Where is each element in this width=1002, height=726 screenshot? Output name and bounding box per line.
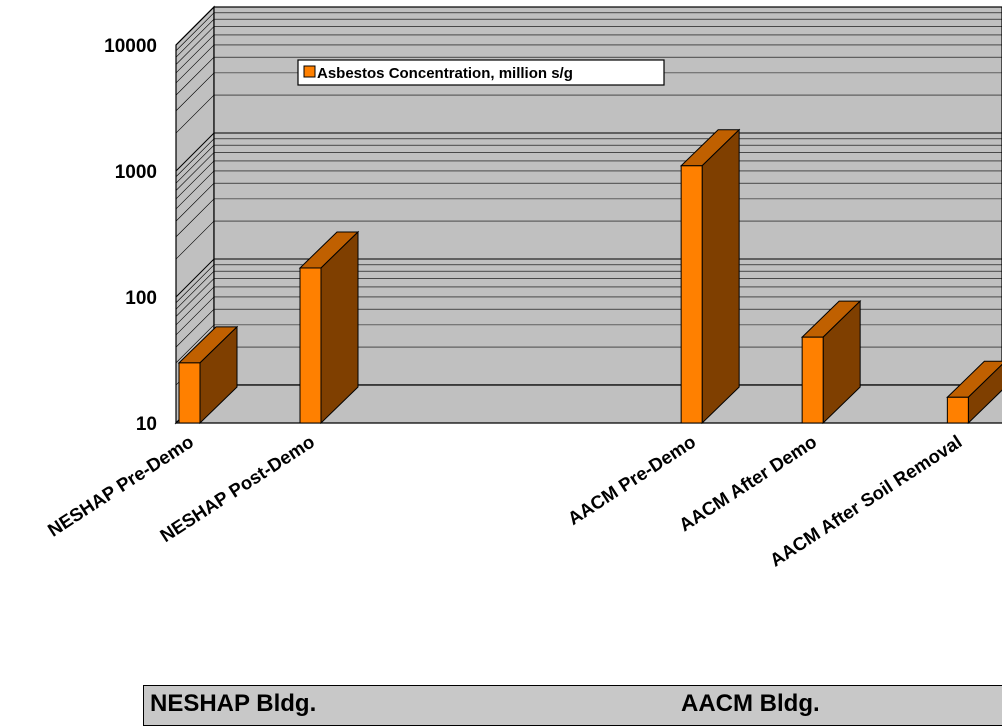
y-tick-label: 100	[125, 288, 157, 309]
gridline	[175, 44, 1002, 84]
bar-front	[299, 267, 322, 424]
bar-front	[680, 165, 703, 424]
legend-box	[297, 59, 665, 86]
bar-front	[946, 396, 969, 424]
gridline	[175, 72, 1002, 112]
gridline	[175, 12, 1002, 51]
bar-front	[178, 362, 201, 424]
legend: Asbestos Concentration, million s/g	[297, 59, 665, 86]
bar	[679, 128, 741, 425]
bars	[177, 128, 1002, 425]
y-axis-ticks: 10 100 1000 10000	[104, 36, 157, 435]
bar	[177, 325, 239, 425]
bar-side	[701, 128, 740, 425]
gridline	[175, 34, 1002, 74]
legend-swatch	[303, 65, 316, 78]
bar	[800, 299, 862, 425]
gridline	[175, 26, 1002, 65]
y-tick-label: 1000	[115, 162, 157, 183]
bar-front	[801, 336, 824, 424]
bar	[946, 360, 1002, 425]
bar	[298, 230, 360, 425]
gridline	[175, 18, 1002, 58]
y-tick-label: 10000	[104, 36, 157, 57]
building-group-bar: NESHAP Bldg. AACM Bldg.	[143, 685, 1002, 726]
gridline	[175, 56, 1002, 96]
neshap-building-label: NESHAP Bldg.	[150, 690, 317, 717]
legend-label: Asbestos Concentration, million s/g	[317, 65, 573, 82]
gridline	[175, 6, 1002, 46]
aacm-building-label: AACM Bldg.	[681, 690, 820, 717]
y-tick-label: 10	[136, 414, 157, 435]
gridline	[175, 94, 1002, 134]
